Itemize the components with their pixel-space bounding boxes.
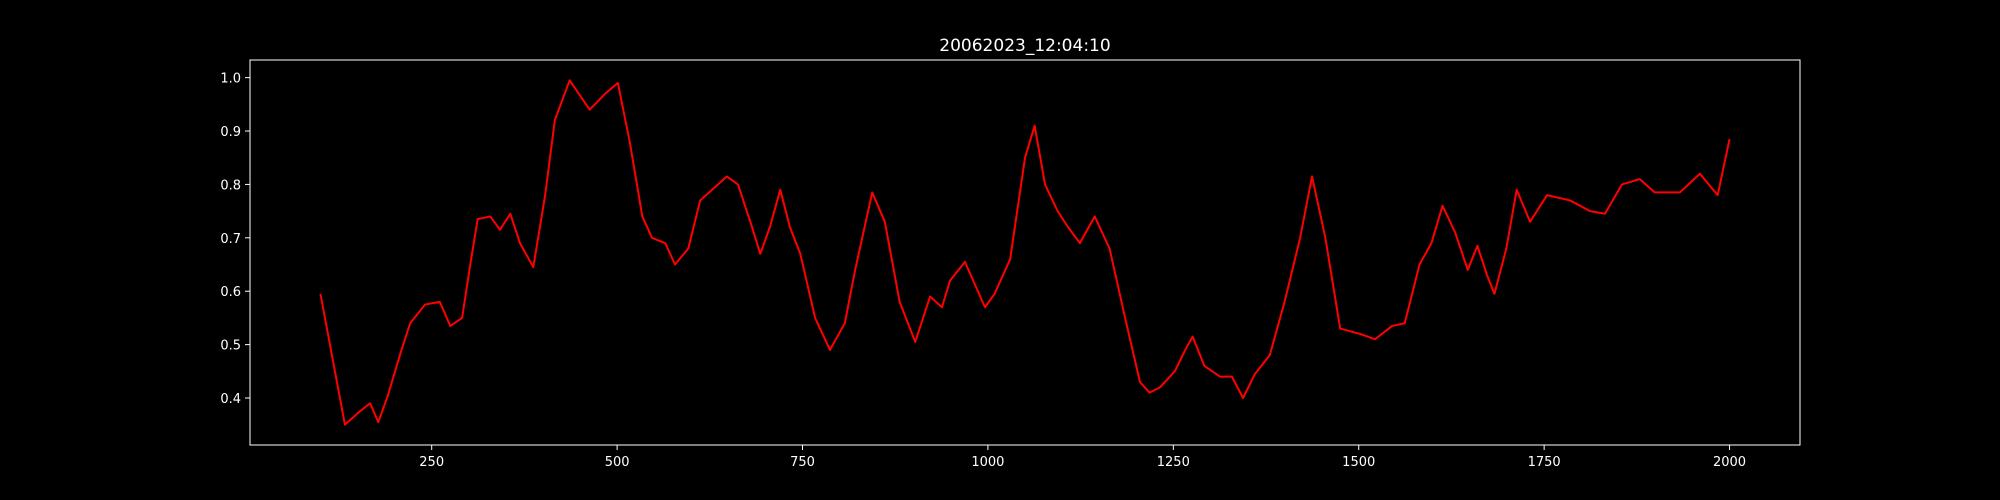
y-tick-label: 0.7 bbox=[220, 232, 241, 247]
y-tick-label: 0.6 bbox=[220, 285, 241, 300]
x-tick-label: 1750 bbox=[1528, 455, 1561, 470]
x-tick-label: 2000 bbox=[1713, 455, 1746, 470]
x-tick-label: 250 bbox=[419, 455, 444, 470]
x-tick-label: 1500 bbox=[1342, 455, 1375, 470]
x-tick-label: 500 bbox=[605, 455, 630, 470]
y-tick-label: 0.5 bbox=[220, 339, 241, 354]
y-tick-label: 0.9 bbox=[220, 125, 241, 140]
y-tick-label: 0.8 bbox=[220, 178, 241, 193]
data-line bbox=[319, 79, 1731, 426]
plot-frame bbox=[249, 59, 1801, 446]
x-tick-label: 1000 bbox=[971, 455, 1004, 470]
chart-title: 20062023_12:04:10 bbox=[939, 36, 1110, 56]
y-tick-label: 1.0 bbox=[220, 72, 241, 87]
x-tick-label: 750 bbox=[790, 455, 815, 470]
x-tick-label: 1250 bbox=[1157, 455, 1190, 470]
y-tick-label: 0.4 bbox=[220, 392, 241, 407]
